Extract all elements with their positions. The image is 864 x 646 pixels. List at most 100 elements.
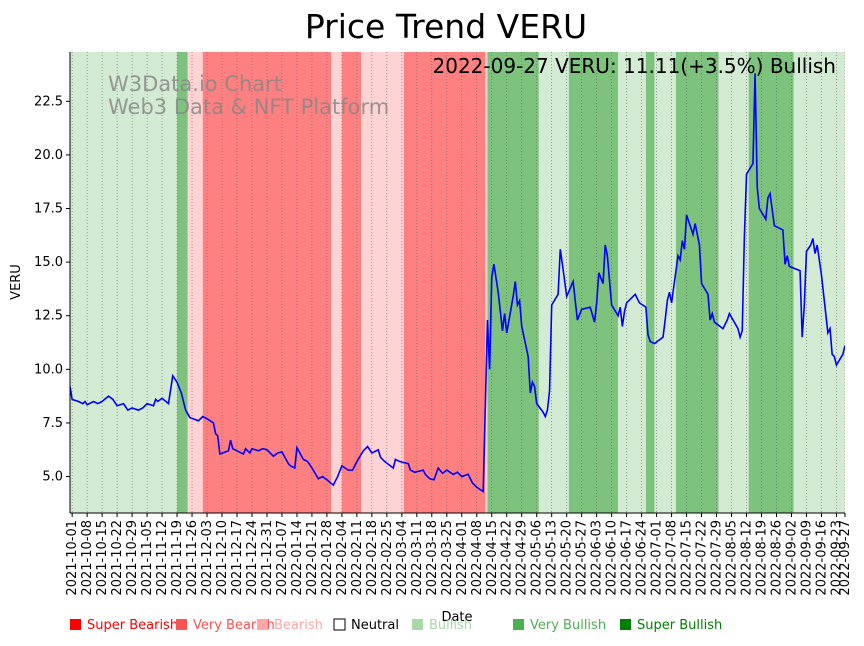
x-tick-label-20: 2022-02-18 <box>365 520 380 596</box>
sentiment-band-15 <box>675 52 719 513</box>
y-tick-label-4: 15.0 <box>34 255 63 270</box>
x-tick-label-3: 2021-10-22 <box>110 520 125 596</box>
y-axis-ticks: 5.0 7.5 10.0 12.5 15.0 17.5 20.0 22.5 <box>34 94 70 485</box>
legend-label-0: Super Bearish <box>87 618 178 633</box>
x-tick-label-7: 2021-11-19 <box>170 520 185 596</box>
x-tick-label-2: 2021-10-15 <box>95 520 110 596</box>
x-tick-label-37: 2022-06-17 <box>620 520 635 596</box>
y-axis-label: VERU <box>9 264 24 300</box>
x-tick-label-30: 2022-04-29 <box>515 520 530 596</box>
x-tick-label-52: 2022-09-27 <box>838 520 853 596</box>
legend-swatch-1 <box>176 619 187 630</box>
x-tick-label-22: 2022-03-04 <box>395 520 410 596</box>
sentiment-band-14 <box>654 52 676 513</box>
legend-label-4: Bullish <box>429 618 472 633</box>
x-tick-label-28: 2022-04-15 <box>485 520 500 596</box>
x-tick-label-15: 2022-01-14 <box>290 520 305 596</box>
watermark-line-1: W3Data.io Chart <box>108 72 282 96</box>
sentiment-band-1 <box>177 52 188 513</box>
x-tick-label-34: 2022-05-27 <box>575 520 590 596</box>
sentiment-band-4 <box>331 52 342 513</box>
x-tick-label-9: 2021-12-03 <box>200 520 215 596</box>
x-tick-label-6: 2021-11-12 <box>155 520 170 596</box>
watermark: W3Data.io Chart Web3 Data & NFT Platform <box>108 72 389 119</box>
x-tick-label-51: 2022-09-23 <box>829 520 844 596</box>
x-tick-label-49: 2022-09-09 <box>799 520 814 596</box>
sentiment-band-13 <box>645 52 655 513</box>
x-tick-label-10: 2021-12-10 <box>215 520 230 596</box>
watermark-line-2: Web3 Data & NFT Platform <box>108 95 389 119</box>
x-tick-label-14: 2022-01-07 <box>275 520 290 596</box>
x-tick-label-48: 2022-09-02 <box>784 520 799 596</box>
legend-label-6: Super Bullish <box>637 618 722 633</box>
y-tick-label-7: 22.5 <box>34 94 63 109</box>
sentiment-legend: Super Bearish Very Bearish Bearish Neutral B… <box>70 618 722 633</box>
y-tick-label-5: 17.5 <box>34 202 63 217</box>
legend-swatch-0 <box>70 619 81 630</box>
legend-swatch-2 <box>257 619 268 630</box>
x-tick-label-35: 2022-06-03 <box>590 520 605 596</box>
x-tick-label-33: 2022-05-20 <box>560 520 575 596</box>
x-axis-label: Date <box>441 610 472 625</box>
x-tick-label-21: 2022-02-25 <box>380 520 395 596</box>
sentiment-band-8 <box>485 52 488 513</box>
x-tick-label-13: 2021-12-31 <box>260 520 275 596</box>
x-tick-label-39: 2022-07-01 <box>650 520 665 596</box>
legend-swatch-6 <box>620 619 631 630</box>
legend-swatch-4 <box>412 619 423 630</box>
x-tick-label-42: 2022-07-22 <box>695 520 710 596</box>
x-tick-label-40: 2022-07-08 <box>665 520 680 596</box>
x-tick-label-38: 2022-06-24 <box>635 520 650 596</box>
x-tick-label-18: 2022-02-04 <box>335 520 350 596</box>
legend-label-3: Neutral <box>351 618 399 633</box>
y-tick-label-6: 20.0 <box>34 148 63 163</box>
y-tick-label-0: 5.0 <box>42 470 63 485</box>
date-gridlines <box>71 52 845 513</box>
x-tick-label-50: 2022-09-16 <box>814 520 829 596</box>
legend-label-5: Very Bullish <box>530 618 606 633</box>
sentiment-band-9 <box>487 52 539 513</box>
x-tick-label-11: 2021-12-17 <box>230 520 245 596</box>
x-tick-label-41: 2022-07-15 <box>680 520 695 596</box>
chart-title: Price Trend VERU <box>305 7 587 46</box>
x-tick-label-8: 2021-11-26 <box>185 520 200 596</box>
y-tick-label-1: 7.5 <box>42 416 63 431</box>
sentiment-band-0 <box>70 52 178 513</box>
x-tick-label-23: 2022-03-11 <box>410 520 425 596</box>
x-tick-label-0: 2021-10-01 <box>65 520 80 596</box>
sentiment-band-11 <box>568 52 619 513</box>
y-tick-label-3: 12.5 <box>34 309 63 324</box>
legend-label-1: Very Bearish <box>193 618 275 633</box>
sentiment-band-16 <box>718 52 749 513</box>
legend-label-2: Bearish <box>274 618 323 633</box>
sentiment-bands <box>70 52 845 513</box>
x-tick-label-27: 2022-04-08 <box>470 520 485 596</box>
sentiment-band-18 <box>793 52 845 513</box>
sentiment-band-10 <box>538 52 569 513</box>
sentiment-band-2 <box>187 52 203 513</box>
x-tick-label-31: 2022-05-06 <box>530 520 545 596</box>
x-tick-label-5: 2021-11-05 <box>140 520 155 596</box>
x-tick-label-16: 2022-01-21 <box>305 520 320 596</box>
x-tick-label-25: 2022-03-25 <box>440 520 455 596</box>
x-tick-label-44: 2022-08-05 <box>725 520 740 596</box>
x-tick-label-1: 2021-10-08 <box>80 520 95 596</box>
x-tick-label-46: 2022-08-19 <box>755 520 770 596</box>
x-tick-label-47: 2022-08-26 <box>769 520 784 596</box>
x-tick-label-19: 2022-02-11 <box>350 520 365 596</box>
x-tick-label-17: 2022-01-28 <box>320 520 335 596</box>
x-tick-label-4: 2021-10-29 <box>125 520 140 596</box>
price-line <box>70 73 845 494</box>
x-tick-label-45: 2022-08-12 <box>740 520 755 596</box>
legend-swatch-5 <box>513 619 524 630</box>
sentiment-band-7 <box>403 52 486 513</box>
x-tick-label-36: 2022-06-10 <box>605 520 620 596</box>
sentiment-band-12 <box>618 52 646 513</box>
x-tick-label-26: 2022-04-01 <box>455 520 470 596</box>
sentiment-band-6 <box>361 52 404 513</box>
x-tick-label-29: 2022-04-22 <box>500 520 515 596</box>
x-tick-label-32: 2022-05-13 <box>545 520 560 596</box>
x-tick-label-43: 2022-07-29 <box>710 520 725 596</box>
y-tick-label-2: 10.0 <box>34 362 63 377</box>
